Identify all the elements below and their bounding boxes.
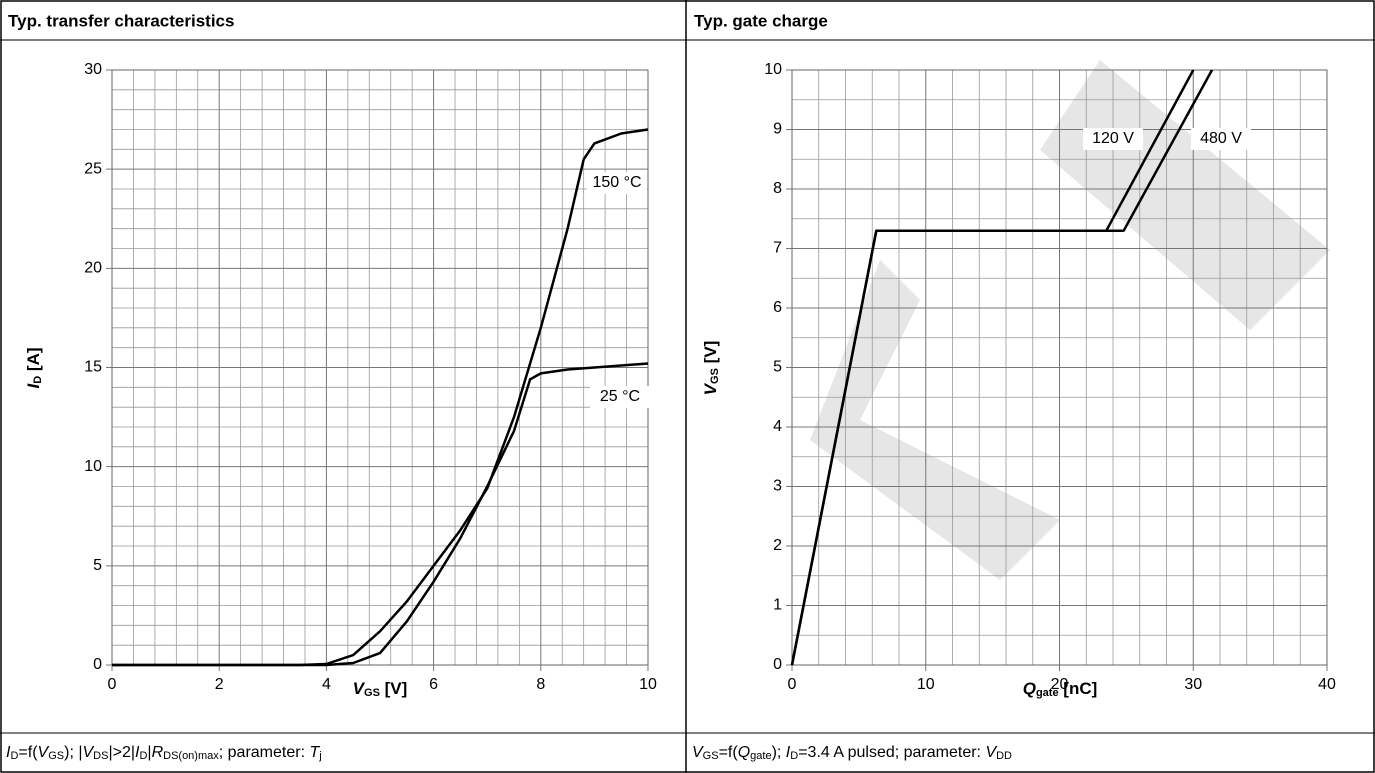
x-tick-label: 0 (108, 676, 117, 693)
y-tick-label: 0 (93, 656, 102, 673)
y-tick-label: 10 (84, 458, 102, 475)
x-tick-label: 10 (639, 676, 657, 693)
y-tick-label: 10 (764, 61, 782, 78)
x-axis-label: Qgate [nC] (1023, 679, 1098, 698)
y-tick-label: 15 (84, 359, 102, 376)
y-tick-label: 1 (773, 597, 782, 614)
series-label: 480 V (1200, 130, 1242, 147)
x-tick-label: 0 (788, 676, 797, 693)
plot-frame (111, 69, 649, 666)
y-tick-label: 25 (84, 160, 102, 177)
chart-title: Typ. transfer characteristics (8, 11, 234, 30)
x-axis-label: VGS [V] (353, 679, 408, 698)
x-tick-label: 2 (215, 676, 224, 693)
x-tick-label: 30 (1184, 676, 1202, 693)
label-bg (1191, 128, 1251, 150)
x-tick-label: 8 (536, 676, 545, 693)
y-tick-label: 0 (773, 656, 782, 673)
plot-frame (791, 69, 1328, 666)
curve (112, 362, 649, 667)
chart-title: Typ. gate charge (694, 11, 828, 30)
curve (790, 69, 1214, 666)
y-tick-label: 4 (773, 418, 782, 435)
x-tick-label: 40 (1318, 676, 1336, 693)
footnote: VGS=f(Qgate); ID=3.4 A pulsed; parameter… (692, 744, 1012, 762)
x-tick-label: 20 (1051, 676, 1069, 693)
series-label: 25 °C (600, 388, 640, 405)
y-axis-label: VGS [V] (701, 341, 720, 396)
y-tick-label: 5 (773, 359, 782, 376)
y-axis-label: ID [A] (24, 347, 43, 388)
y-tick-label: 6 (773, 299, 782, 316)
y-tick-label: 9 (773, 121, 782, 138)
label-bg (590, 386, 650, 408)
series-label: 150 °C (592, 174, 641, 191)
curve (112, 128, 649, 667)
y-tick-label: 5 (93, 557, 102, 574)
footnote: ID=f(VGS); |VDS|>2|ID|RDS(on)max; parame… (6, 744, 322, 762)
label-bg (587, 172, 647, 194)
y-tick-label: 7 (773, 240, 782, 257)
y-tick-label: 2 (773, 537, 782, 554)
y-tick-label: 20 (84, 260, 102, 277)
x-tick-label: 10 (917, 676, 935, 693)
series-label: 120 V (1092, 130, 1134, 147)
x-tick-label: 6 (429, 676, 438, 693)
watermark (810, 60, 1330, 580)
label-bg (1083, 128, 1143, 150)
y-tick-label: 30 (84, 61, 102, 78)
y-tick-label: 8 (773, 180, 782, 197)
y-tick-label: 3 (773, 478, 782, 495)
x-tick-label: 4 (322, 676, 331, 693)
